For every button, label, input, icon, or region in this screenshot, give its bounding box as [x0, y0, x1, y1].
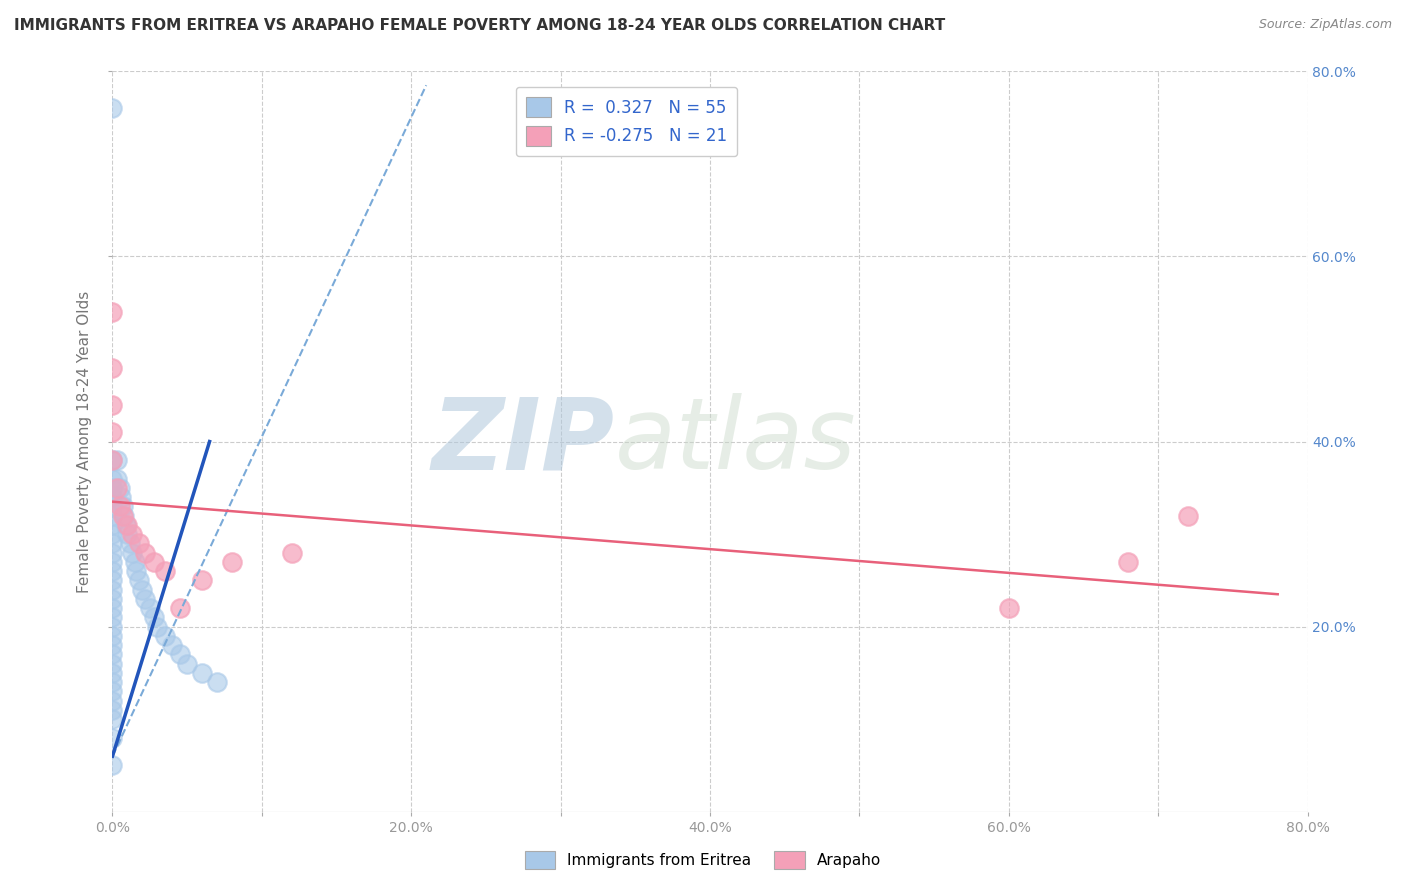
Point	[101, 555, 124, 569]
Point	[143, 610, 166, 624]
Point	[111, 500, 134, 514]
Point	[125, 564, 148, 578]
Point	[117, 527, 139, 541]
Point	[101, 500, 124, 514]
Point	[101, 481, 124, 495]
Point	[101, 490, 124, 504]
Point	[101, 665, 124, 680]
Point	[1177, 508, 1199, 523]
Point	[169, 601, 191, 615]
Text: IMMIGRANTS FROM ERITREA VS ARAPAHO FEMALE POVERTY AMONG 18-24 YEAR OLDS CORRELAT: IMMIGRANTS FROM ERITREA VS ARAPAHO FEMAL…	[14, 18, 945, 33]
Point	[998, 601, 1021, 615]
Point	[101, 574, 124, 588]
Point	[101, 517, 124, 532]
Point	[121, 545, 143, 560]
Point	[101, 527, 124, 541]
Point	[101, 101, 124, 115]
Point	[101, 712, 124, 726]
Point	[101, 305, 124, 319]
Point	[101, 684, 124, 698]
Point	[205, 675, 228, 690]
Point	[101, 758, 124, 772]
Point	[101, 703, 124, 717]
Point	[134, 591, 156, 606]
Point	[101, 472, 124, 486]
Point	[101, 675, 124, 690]
Point	[131, 582, 153, 597]
Point	[153, 629, 176, 643]
Point	[221, 555, 243, 569]
Point	[143, 555, 166, 569]
Point	[105, 481, 128, 495]
Point	[191, 574, 214, 588]
Point	[1118, 555, 1140, 569]
Legend: R =  0.327   N = 55, R = -0.275   N = 21: R = 0.327 N = 55, R = -0.275 N = 21	[516, 87, 737, 156]
Point	[108, 500, 131, 514]
Point	[101, 591, 124, 606]
Point	[121, 527, 143, 541]
Point	[101, 545, 124, 560]
Point	[101, 619, 124, 633]
Point	[101, 425, 124, 440]
Point	[101, 360, 124, 375]
Point	[101, 629, 124, 643]
Point	[134, 545, 156, 560]
Point	[101, 601, 124, 615]
Legend: Immigrants from Eritrea, Arapaho: Immigrants from Eritrea, Arapaho	[519, 845, 887, 875]
Point	[101, 694, 124, 708]
Point	[101, 564, 124, 578]
Point	[176, 657, 198, 671]
Point	[114, 508, 135, 523]
Point	[169, 648, 191, 662]
Point	[110, 490, 132, 504]
Point	[115, 517, 138, 532]
Text: atlas: atlas	[614, 393, 856, 490]
Point	[146, 619, 169, 633]
Text: Source: ZipAtlas.com: Source: ZipAtlas.com	[1258, 18, 1392, 31]
Point	[108, 481, 131, 495]
Point	[281, 545, 304, 560]
Point	[153, 564, 176, 578]
Point	[101, 610, 124, 624]
Point	[101, 398, 124, 412]
Point	[120, 536, 142, 550]
Point	[101, 453, 124, 467]
Point	[101, 508, 124, 523]
Point	[117, 517, 139, 532]
Point	[101, 536, 124, 550]
Point	[124, 555, 146, 569]
Point	[101, 657, 124, 671]
Point	[128, 574, 150, 588]
Y-axis label: Female Poverty Among 18-24 Year Olds: Female Poverty Among 18-24 Year Olds	[77, 291, 93, 592]
Point	[101, 731, 124, 745]
Point	[191, 665, 214, 680]
Point	[162, 638, 183, 652]
Point	[105, 453, 128, 467]
Point	[128, 536, 150, 550]
Point	[139, 601, 162, 615]
Point	[101, 638, 124, 652]
Point	[105, 472, 128, 486]
Point	[101, 582, 124, 597]
Point	[111, 508, 134, 523]
Text: ZIP: ZIP	[432, 393, 614, 490]
Point	[101, 648, 124, 662]
Point	[101, 453, 124, 467]
